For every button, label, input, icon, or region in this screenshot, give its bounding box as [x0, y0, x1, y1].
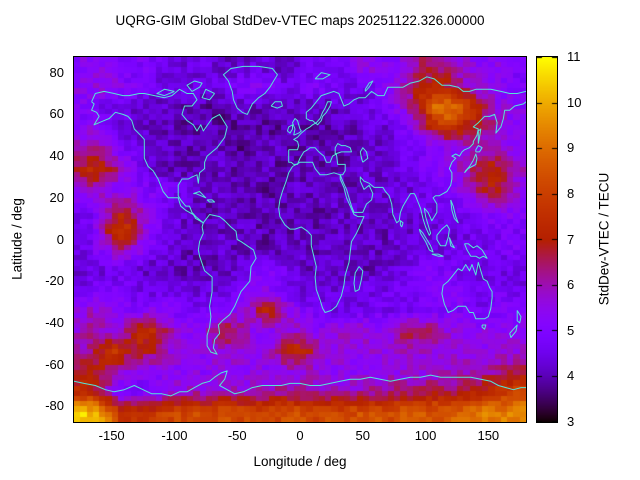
coastline-path [464, 243, 488, 259]
coastline-path [222, 65, 278, 115]
coastline-path [450, 199, 459, 224]
coastline-path [270, 101, 283, 109]
coastline-path [286, 124, 293, 134]
coastline-path [364, 80, 374, 92]
coastline-path [464, 153, 478, 174]
coastline-path [353, 266, 364, 293]
colorbar-tick-label: 8 [567, 185, 575, 201]
y-tick-label: -40 [45, 314, 64, 330]
coastline-path [477, 128, 482, 144]
y-tick-label: 40 [49, 148, 64, 164]
coastline-path [475, 145, 483, 153]
x-tick-label: -150 [98, 428, 125, 443]
y-tick-label: 20 [49, 189, 64, 205]
coastline-path [288, 76, 526, 151]
coastline-path [418, 228, 434, 253]
coastline-path [436, 224, 450, 247]
coastline-path [156, 88, 175, 97]
coastline-path [74, 370, 526, 397]
coastline-path [448, 237, 455, 249]
y-tick-label: -60 [45, 356, 64, 372]
coastline-path [431, 253, 444, 257]
colorbar [536, 56, 558, 423]
coastline-path [292, 118, 302, 136]
plot-area [73, 56, 527, 423]
x-tick-label: 100 [414, 428, 437, 443]
plot-title: UQRG-GIM Global StdDev-VTEC maps 2025112… [115, 13, 485, 28]
coastline-path [441, 261, 493, 320]
coastline-path [193, 191, 207, 199]
colorbar-tick-label: 11 [567, 49, 581, 64]
colorbar-tick-label: 5 [567, 322, 575, 338]
x-tick-label: -50 [227, 428, 247, 443]
y-tick-label: -20 [45, 273, 64, 289]
x-tick-label: 150 [477, 428, 500, 443]
colorbar-label: StdDev-VTEC / TECU [596, 172, 612, 306]
x-tick-label: 50 [355, 428, 370, 443]
y-tick-label: 0 [56, 231, 64, 247]
coastline-path [399, 220, 404, 228]
colorbar-tick-label: 10 [567, 94, 582, 110]
coastline-path [516, 310, 522, 324]
x-axis-label: Longitude / deg [253, 454, 347, 469]
colorbar-gradient [537, 57, 557, 422]
coastline-overlay [74, 65, 526, 397]
x-tick-label: -100 [161, 428, 188, 443]
coastline-path [201, 88, 215, 101]
coastline-path [91, 88, 228, 224]
coastline-path [481, 324, 487, 330]
colorbar-tick-label: 9 [567, 140, 575, 156]
coastline-path [314, 72, 331, 80]
y-tick-label: 60 [49, 106, 64, 122]
coastline-path [206, 199, 216, 203]
coastline-path [334, 143, 352, 155]
y-tick-label: -80 [45, 398, 64, 414]
colorbar-tick-label: 4 [567, 368, 575, 384]
colorbar-tick-label: 7 [567, 231, 575, 247]
coastline-path [509, 324, 518, 338]
coastline-path [186, 80, 203, 92]
coastline-path [197, 214, 257, 355]
colorbar-tick-label: 3 [567, 414, 575, 429]
x-tick-label: 0 [296, 428, 304, 443]
y-tick-label: 80 [49, 64, 64, 80]
coastline-path [288, 101, 526, 236]
coastline-path [278, 161, 365, 313]
coastline-path [359, 147, 369, 163]
colorbar-tick-label: 6 [567, 277, 575, 293]
